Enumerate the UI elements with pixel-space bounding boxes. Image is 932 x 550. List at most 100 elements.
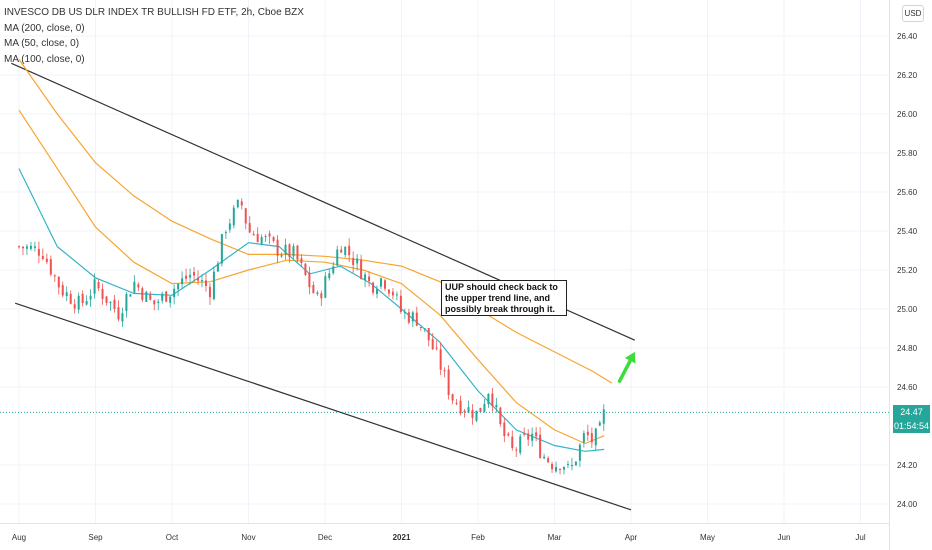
price-axis[interactable]: 26.40 26.20 26.00 25.80 25.60 25.40 25.20 25.00…: [897, 32, 918, 509]
candle-body: [451, 394, 454, 401]
candle-body: [272, 236, 275, 241]
candle-body: [141, 288, 144, 300]
candle-body: [582, 433, 585, 443]
candle-body: [439, 349, 442, 370]
candle-body: [61, 285, 64, 296]
grid-lines: [0, 0, 889, 523]
candle-body: [399, 295, 402, 312]
candle-body: [407, 312, 410, 323]
candle-body: [300, 258, 303, 264]
ma-line-2: [18, 168, 605, 452]
candle-body: [228, 223, 231, 230]
candle-body: [495, 404, 498, 408]
candle-body: [435, 347, 438, 349]
candle-body: [562, 466, 565, 470]
candle-body: [376, 289, 379, 295]
annotation-arrow[interactable]: [617, 351, 636, 383]
candle-body: [316, 292, 319, 294]
candle-body: [252, 234, 255, 236]
candle-body: [125, 293, 128, 311]
candle-body: [173, 288, 176, 298]
candle-body: [578, 444, 581, 461]
x-tick-label: Apr: [625, 533, 638, 542]
candle-body: [129, 294, 132, 297]
candle-body: [519, 436, 522, 453]
candle-body: [57, 276, 60, 288]
candle-body: [598, 422, 601, 426]
bar-countdown-label: 01:54:54: [893, 419, 930, 434]
y-tick-label: 26.20: [897, 71, 918, 80]
candle-body: [97, 282, 100, 289]
candle-body: [137, 284, 140, 288]
symbol-title[interactable]: INVESCO DB US DLR INDEX TR BULLISH FD ET…: [4, 7, 304, 18]
candle-body: [590, 433, 593, 443]
candle-body: [157, 301, 160, 303]
candle-body: [467, 407, 470, 413]
ma100-legend[interactable]: MA (100, close, 0): [4, 53, 85, 65]
x-tick-label: Oct: [166, 533, 179, 542]
arrow-shaft: [617, 357, 633, 383]
candle-body: [459, 400, 462, 414]
candle-body: [535, 432, 538, 437]
y-tick-label: 25.80: [897, 149, 918, 158]
candle-body: [379, 278, 382, 287]
candle-body: [161, 293, 164, 301]
candle-body: [69, 293, 72, 304]
candle-body: [232, 207, 235, 226]
candle-body: [547, 458, 550, 462]
candle-body: [463, 410, 466, 412]
candle-body: [18, 246, 20, 248]
candle-body: [197, 277, 200, 281]
candle-body: [443, 370, 446, 372]
candle-body: [427, 328, 430, 341]
candle-body: [149, 294, 152, 300]
candle-body: [559, 469, 562, 471]
candle-body: [503, 422, 506, 437]
candle-body: [387, 289, 390, 294]
candle-body: [507, 433, 510, 436]
candle-body: [360, 259, 363, 280]
candle-body: [200, 280, 203, 282]
candle-body: [447, 369, 450, 396]
candle-body: [89, 295, 92, 300]
candle-body: [471, 409, 474, 418]
candle-body: [372, 282, 375, 293]
y-tick-label: 25.40: [897, 227, 918, 236]
annotation-note[interactable]: UUP should check back to the upper trend…: [441, 280, 567, 316]
trend-line-lower[interactable]: [14, 302, 632, 511]
y-tick-label: 24.60: [897, 383, 918, 392]
candle-body: [332, 266, 335, 274]
ma200-legend[interactable]: MA (200, close, 0): [4, 22, 85, 34]
candle-body: [260, 237, 263, 244]
candle-body: [602, 409, 605, 424]
currency-button[interactable]: USD: [902, 5, 924, 22]
y-tick-label: 25.20: [897, 266, 918, 275]
candle-body: [101, 288, 104, 299]
candle-body: [133, 281, 136, 293]
candle-body: [93, 279, 96, 294]
candle-body: [236, 199, 239, 208]
moving-averages: [18, 59, 613, 452]
candle-body: [105, 296, 108, 303]
candle-body: [204, 280, 207, 286]
time-axis[interactable]: Aug Sep Oct Nov Dec 2021 Feb Mar Apr May Jun Jul: [12, 533, 866, 542]
candle-body: [344, 246, 347, 255]
candle-body: [431, 339, 434, 350]
last-price-label: 24.47: [893, 405, 930, 420]
candle-body: [220, 234, 223, 264]
candle-body: [280, 255, 283, 257]
candle-body: [523, 433, 526, 435]
candle-body: [153, 300, 156, 305]
candle-body: [81, 293, 84, 304]
x-tick-label: Feb: [471, 533, 485, 542]
ma50-legend[interactable]: MA (50, close, 0): [4, 38, 80, 49]
candle-body: [25, 246, 28, 249]
candle-body: [276, 239, 279, 256]
candle-body: [109, 301, 112, 304]
candles: [18, 198, 605, 475]
candle-body: [177, 284, 180, 290]
candle-body: [292, 246, 295, 257]
y-tick-label: 24.00: [897, 500, 918, 509]
candle-body: [574, 461, 577, 466]
candle-body: [117, 307, 120, 320]
